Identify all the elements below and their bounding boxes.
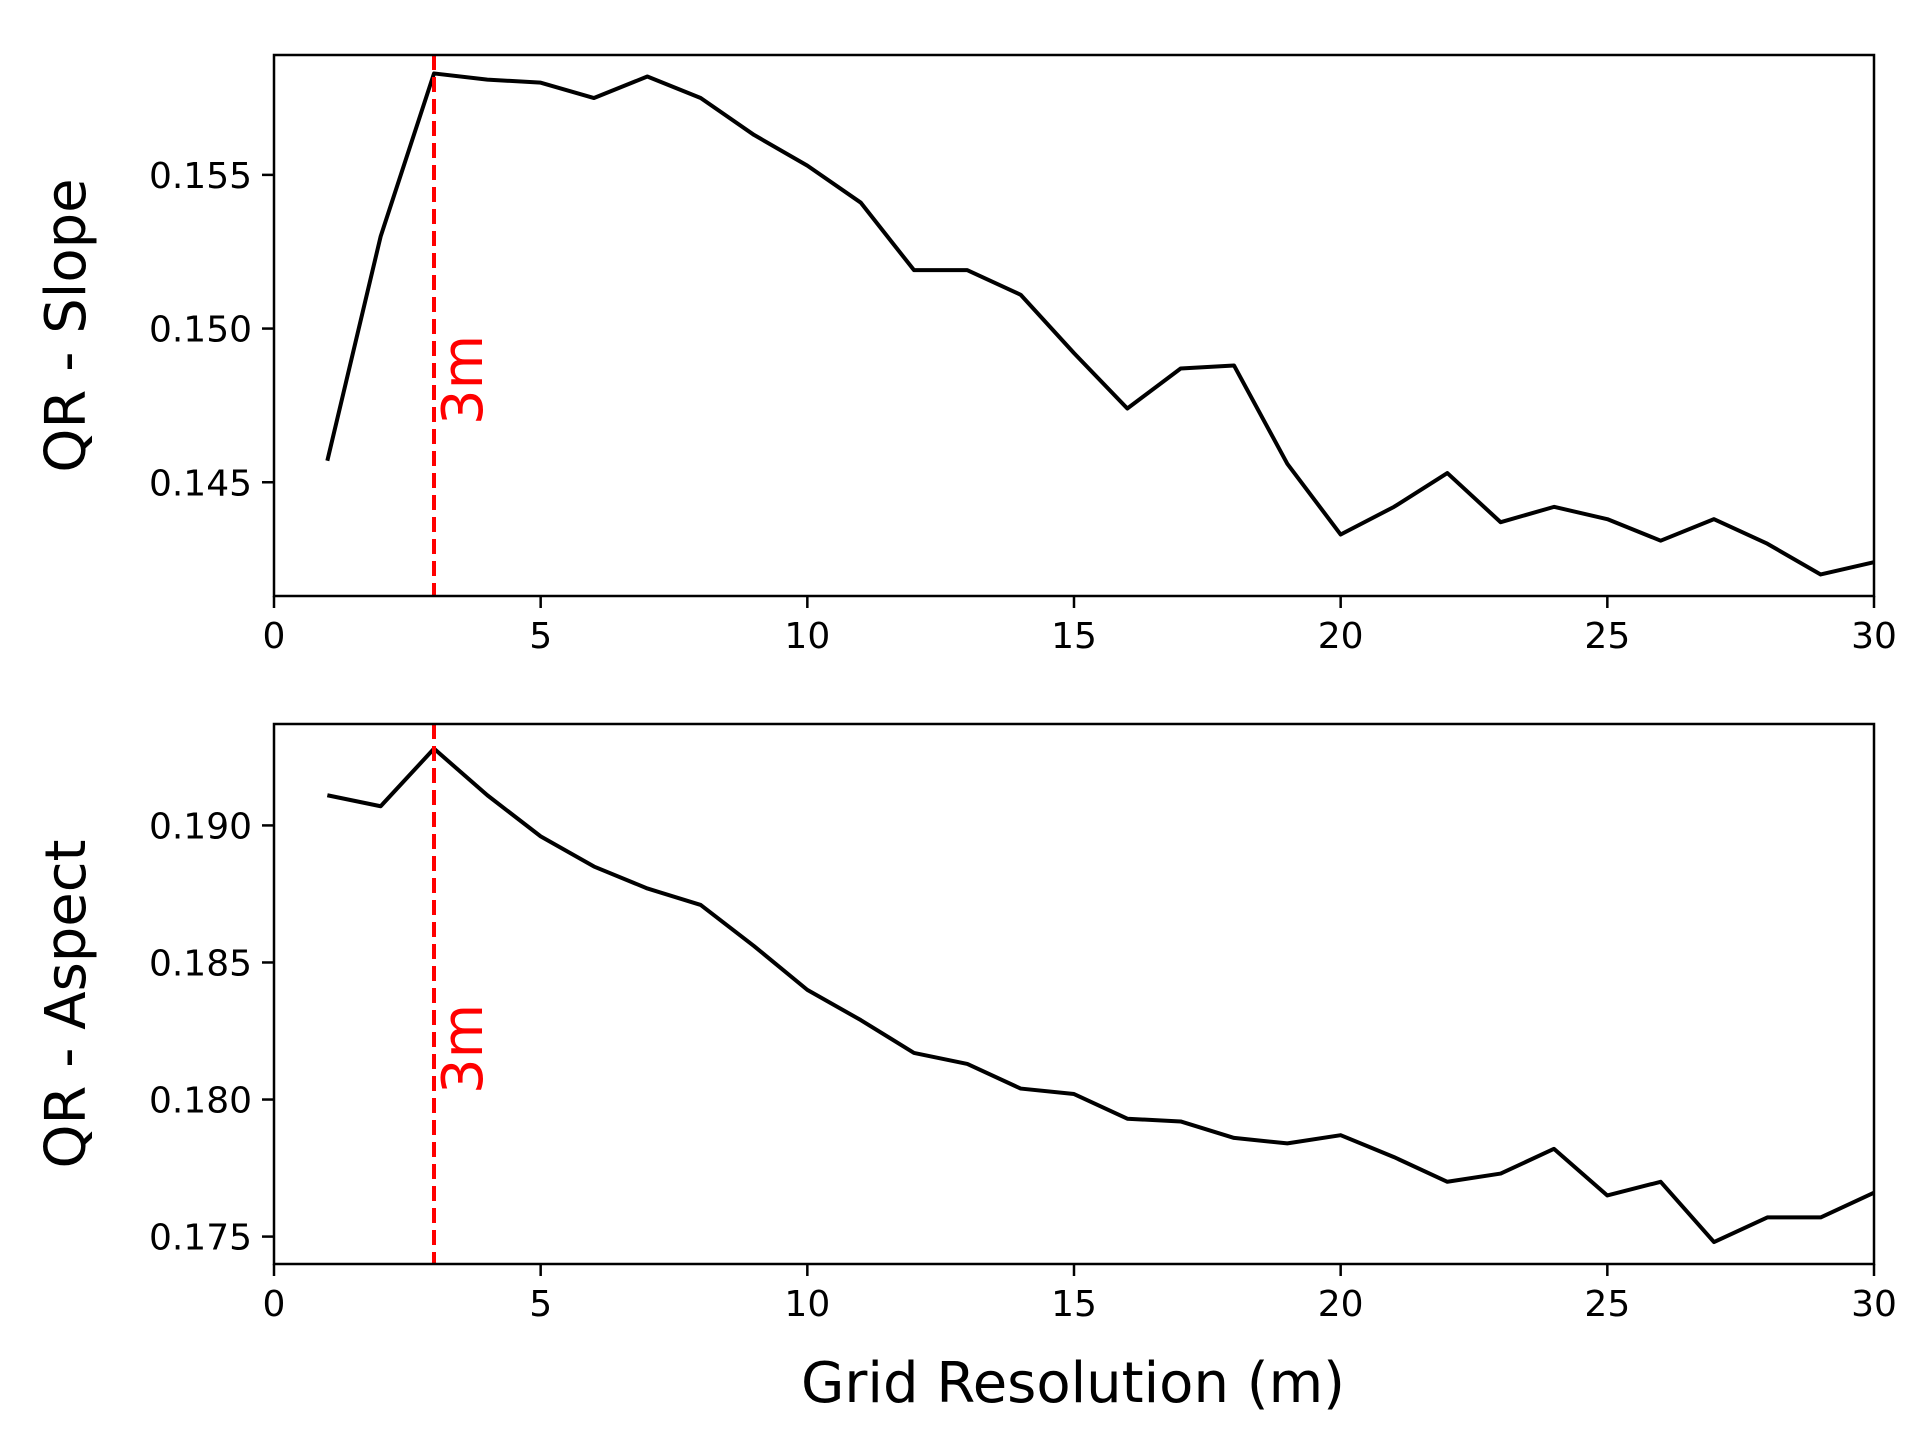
slope-data-point <box>912 268 916 272</box>
slope-data-point <box>1339 533 1343 537</box>
aspect-data-point <box>1659 1180 1663 1184</box>
slope-data-point <box>325 459 329 463</box>
aspect-data-point <box>379 804 383 808</box>
aspect-data-point <box>485 793 489 797</box>
slope-x-tick-label: 25 <box>1584 616 1630 657</box>
aspect-data-point <box>805 988 809 992</box>
aspect-series-line <box>326 746 1875 1245</box>
slope-reference-label: 3m <box>431 335 496 425</box>
aspect-data-point <box>859 1018 863 1022</box>
slope-series-line <box>325 71 1875 577</box>
slope-data-point <box>1552 505 1556 509</box>
slope-data-point <box>859 201 863 205</box>
aspect-data-point <box>1125 1117 1129 1121</box>
aspect-data-point <box>1392 1155 1396 1159</box>
aspect-data-point <box>325 793 329 797</box>
slope-y-tick-label: 0.145 <box>149 463 252 504</box>
slope-data-point <box>432 71 436 75</box>
slope-data-point <box>539 81 543 85</box>
slope-data-point <box>1445 471 1449 475</box>
aspect-data-point <box>1712 1240 1716 1244</box>
slope-y-tick-label: 0.150 <box>149 310 252 351</box>
aspect-data-point <box>965 1062 969 1066</box>
slope-data-point <box>592 96 596 100</box>
aspect-x-tick-label: 0 <box>263 1284 286 1325</box>
slope-y-axis-title: QR - Slope <box>34 178 99 472</box>
aspect-data-point <box>1019 1087 1023 1091</box>
slope-data-point <box>1072 351 1076 355</box>
slope-data-point <box>1659 539 1663 543</box>
aspect-data-point <box>1179 1119 1183 1123</box>
slope-x-tick-label: 0 <box>263 616 286 657</box>
aspect-data-point <box>699 903 703 907</box>
aspect-data-point <box>539 834 543 838</box>
aspect-y-tick-label: 0.180 <box>149 1081 252 1122</box>
aspect-data-point <box>752 944 756 948</box>
aspect-data-point <box>1232 1136 1236 1140</box>
slope-data-point <box>1499 520 1503 524</box>
slope-data-point <box>1712 517 1716 521</box>
aspect-x-tick-label: 30 <box>1851 1284 1897 1325</box>
slope-data-point <box>1179 367 1183 371</box>
aspect-data-point <box>645 886 649 890</box>
slope-data-point <box>965 268 969 272</box>
slope-data-point <box>805 164 809 168</box>
slope-data-point <box>1819 572 1823 576</box>
slope-data-point <box>699 96 703 100</box>
slope-x-tick-label: 20 <box>1318 616 1364 657</box>
slope-data-point <box>1232 363 1236 367</box>
aspect-y-tick-label: 0.185 <box>149 943 252 984</box>
aspect-data-point <box>1499 1172 1503 1176</box>
aspect-panel: 3m 0 5 10 15 20 25 30 0.175 0.180 0.185 0.190 QR - A… <box>34 722 1897 1325</box>
aspect-data-point <box>1605 1193 1609 1197</box>
slope-y-tick-label: 0.155 <box>149 156 252 197</box>
aspect-x-tick-label: 25 <box>1584 1284 1630 1325</box>
aspect-data-point <box>1819 1215 1823 1219</box>
x-axis-title: Grid Resolution (m) <box>801 1351 1345 1416</box>
aspect-data-point <box>592 865 596 869</box>
slope-data-point <box>379 234 383 238</box>
slope-data-point <box>645 75 649 79</box>
slope-data-point <box>1605 517 1609 521</box>
aspect-y-tick-label: 0.190 <box>149 806 252 847</box>
slope-panel: 3m 0 5 10 15 20 25 30 0.145 0.150 0.155 QR - Slope <box>34 53 1897 657</box>
aspect-x-tick-label: 10 <box>784 1284 830 1325</box>
aspect-data-point <box>1072 1092 1076 1096</box>
slope-data-point <box>485 78 489 82</box>
slope-data-point <box>752 133 756 137</box>
slope-x-tick-label: 10 <box>784 616 830 657</box>
slope-x-tick-label: 5 <box>529 616 552 657</box>
slope-data-point <box>1765 542 1769 546</box>
aspect-data-point <box>1339 1133 1343 1137</box>
aspect-data-point <box>1552 1147 1556 1151</box>
aspect-y-axis-title: QR - Aspect <box>34 839 99 1168</box>
slope-data-point <box>1392 505 1396 509</box>
slope-data-point <box>1125 406 1129 410</box>
aspect-reference-label: 3m <box>431 1004 496 1094</box>
slope-data-point <box>1019 293 1023 297</box>
slope-x-tick-label: 30 <box>1851 616 1897 657</box>
aspect-data-point <box>912 1051 916 1055</box>
aspect-x-tick-label: 20 <box>1318 1284 1364 1325</box>
slope-data-point <box>1285 462 1289 466</box>
aspect-data-point <box>1765 1215 1769 1219</box>
aspect-x-tick-label: 15 <box>1051 1284 1097 1325</box>
aspect-x-tick-label: 5 <box>529 1284 552 1325</box>
slope-x-tick-label: 15 <box>1051 616 1097 657</box>
aspect-data-point <box>1285 1141 1289 1145</box>
aspect-data-point <box>1445 1180 1449 1184</box>
aspect-y-tick-label: 0.175 <box>149 1218 252 1259</box>
